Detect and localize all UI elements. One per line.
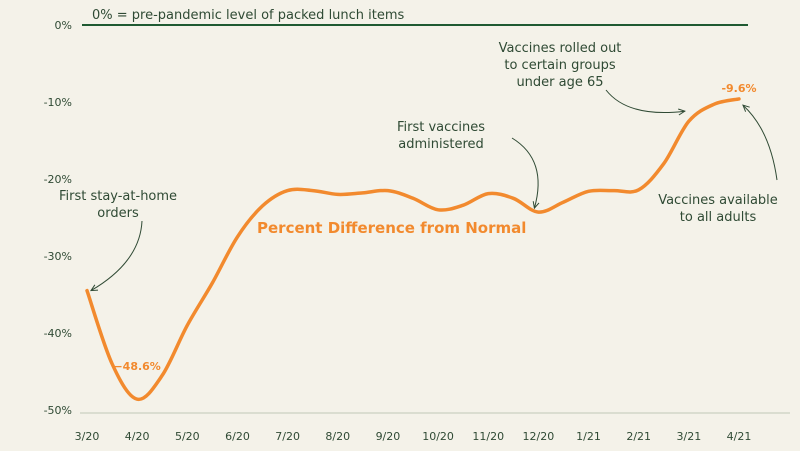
y-tick-label: -30% <box>44 250 72 263</box>
y-axis-ticks: 0% -10% -20% -30% -40% -50% <box>44 19 72 417</box>
x-tick-label: 8/20 <box>325 430 350 443</box>
arrowhead <box>532 201 540 210</box>
annotation-arrow <box>742 104 778 181</box>
annotation-line: under age 65 <box>516 75 603 90</box>
annotation-arrows <box>90 89 778 292</box>
annotation-text: First vaccines administered <box>397 120 485 152</box>
x-tick-label: 1/21 <box>576 430 601 443</box>
arrowhead <box>90 284 99 292</box>
x-tick-label: 4/21 <box>727 430 752 443</box>
annotation-arrow <box>511 137 539 209</box>
annotation-line: First stay-at-home <box>59 189 177 204</box>
y-tick-label: -50% <box>44 404 72 417</box>
data-labels: −48.6% -9.6% <box>113 82 756 373</box>
series-line <box>85 97 741 401</box>
y-tick-label: -20% <box>44 173 72 186</box>
x-tick-label: 7/20 <box>275 430 300 443</box>
annotations: First stay-at-home orders First vaccines ad… <box>59 41 778 225</box>
x-tick-label: 9/20 <box>376 430 401 443</box>
data-label: −48.6% <box>113 360 160 373</box>
x-axis-ticks: 3/20 4/20 5/20 6/20 7/20 8/20 9/20 10/20 11/20 12… <box>75 430 752 443</box>
x-tick-label: 10/20 <box>422 430 454 443</box>
y-tick-label: 0% <box>55 19 72 32</box>
annotation-arrow <box>605 89 685 114</box>
annotation-line: orders <box>97 206 139 221</box>
y-tick-label: -10% <box>44 96 72 109</box>
x-tick-label: 3/20 <box>75 430 100 443</box>
annotation-text: Vaccines available to all adults <box>658 193 778 225</box>
zero-line-note: 0% = pre-pandemic level of packed lunch … <box>92 8 405 23</box>
annotation-line: Vaccines available <box>658 193 778 208</box>
x-tick-label: 6/20 <box>225 430 250 443</box>
arrowhead <box>678 108 686 116</box>
y-tick-label: -40% <box>44 327 72 340</box>
annotation-line: Vaccines rolled out <box>499 41 622 56</box>
x-tick-label: 5/20 <box>175 430 200 443</box>
series-label: Percent Difference from Normal <box>257 219 526 237</box>
annotation-line: to all adults <box>680 210 757 225</box>
x-tick-label: 11/20 <box>472 430 504 443</box>
x-tick-label: 12/20 <box>523 430 555 443</box>
annotation-line: to certain groups <box>504 58 615 73</box>
annotation-arrow <box>90 220 143 292</box>
annotation-line: administered <box>398 137 484 152</box>
annotation-line: First vaccines <box>397 120 485 135</box>
annotation-text: First stay-at-home orders <box>59 189 177 221</box>
arrowhead <box>742 104 750 112</box>
annotation-text: Vaccines rolled out to certain groups unde… <box>499 41 622 90</box>
data-label: -9.6% <box>721 82 756 95</box>
x-tick-label: 3/21 <box>676 430 701 443</box>
x-tick-label: 4/20 <box>125 430 150 443</box>
x-tick-label: 2/21 <box>626 430 651 443</box>
